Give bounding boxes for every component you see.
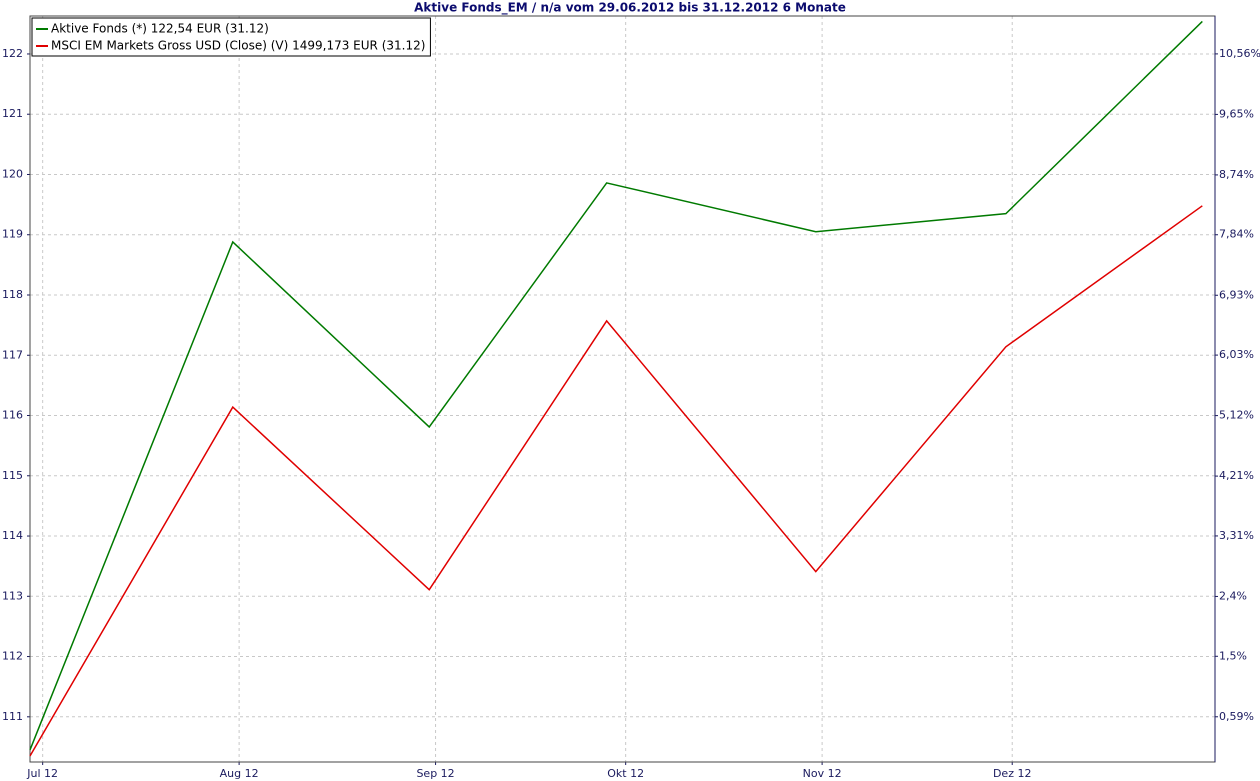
x-tick-label: Jul 12 <box>26 767 58 780</box>
y-tick-label: 111 <box>2 710 23 723</box>
y-tick-label: 116 <box>2 409 23 422</box>
legend-label: MSCI EM Markets Gross USD (Close) (V) 14… <box>51 39 425 53</box>
y2-tick-label: 1,5% <box>1219 649 1247 662</box>
plot-frame <box>29 15 1216 763</box>
y-tick-label: 120 <box>2 167 23 180</box>
x-tick-label: Dez 12 <box>993 767 1032 780</box>
y2-tick-label: 10,56% <box>1219 47 1260 60</box>
y2-tick-label: 9,65% <box>1219 107 1254 120</box>
y2-tick-label: 5,12% <box>1219 409 1254 422</box>
y2-tick-label: 8,74% <box>1219 168 1254 181</box>
y-tick-label: 114 <box>2 529 23 542</box>
y-tick-label: 119 <box>2 228 23 241</box>
legend-label: Aktive Fonds (*) 122,54 EUR (31.12) <box>51 22 269 36</box>
x-tick-label: Nov 12 <box>803 767 842 780</box>
legend-box <box>31 17 431 57</box>
y2-tick-label: 7,84% <box>1219 228 1254 241</box>
y2-tick-label: 0,59% <box>1219 710 1254 723</box>
x-tick-label: Okt 12 <box>607 767 644 780</box>
y2-tick-label: 6,03% <box>1219 348 1254 361</box>
y-tick-label: 115 <box>2 469 23 482</box>
y-tick-label: 113 <box>2 589 23 602</box>
y2-tick-label: 2,4% <box>1219 589 1247 602</box>
series-line <box>29 20 1203 751</box>
chart-title: Aktive Fonds_EM / n/a vom 29.06.2012 bis… <box>414 1 846 16</box>
y-tick-label: 121 <box>2 107 23 120</box>
y2-tick-label: 6,93% <box>1219 288 1254 301</box>
series-line <box>29 205 1203 757</box>
x-tick-label: Sep 12 <box>416 767 454 780</box>
legend: Aktive Fonds (*) 122,54 EUR (31.12) MSCI … <box>31 17 431 57</box>
y-tick-label: 122 <box>2 47 23 60</box>
x-tick-label: Aug 12 <box>220 767 259 780</box>
y2-tick-label: 4,21% <box>1219 469 1254 482</box>
y-tick-label: 117 <box>2 348 23 361</box>
y-tick-label: 112 <box>2 650 23 663</box>
y-tick-label: 118 <box>2 288 23 301</box>
y2-tick-label: 3,31% <box>1219 529 1254 542</box>
